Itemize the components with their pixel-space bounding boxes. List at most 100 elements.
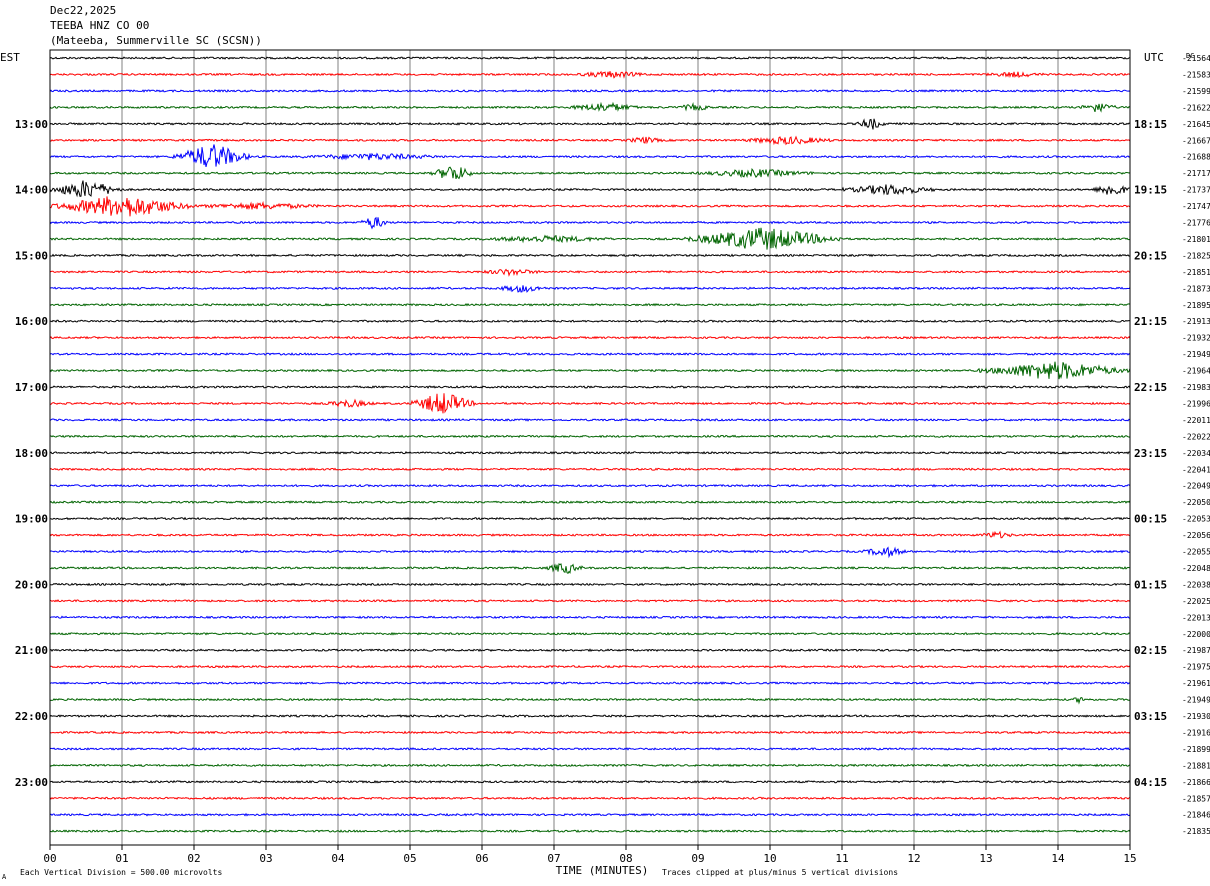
trace-line xyxy=(49,302,1131,307)
trace-line xyxy=(49,530,1131,539)
trace-line xyxy=(49,285,1131,293)
dc-offset-label: -21825 xyxy=(1182,251,1210,260)
dc-offset-label: -21881 xyxy=(1182,761,1210,770)
trace-line xyxy=(49,335,1131,340)
dc-offset-label: -21776 xyxy=(1182,219,1210,228)
x-tick-label: 13 xyxy=(979,852,992,865)
right-hour-label: 01:15 xyxy=(1134,578,1167,591)
trace-line xyxy=(49,796,1131,800)
left-hour-label: 22:00 xyxy=(15,710,48,723)
trace-line xyxy=(49,450,1131,455)
right-hour-label: 19:15 xyxy=(1134,184,1167,197)
left-axis-title: EST xyxy=(0,51,20,64)
trace-line xyxy=(49,319,1131,323)
trace-line xyxy=(49,664,1131,669)
dc-offset-label: -22013 xyxy=(1182,613,1210,622)
trace-line xyxy=(49,268,1131,277)
left-hour-label: 14:00 xyxy=(15,184,48,197)
left-hour-label: 20:00 xyxy=(15,578,48,591)
dc-offset-label: -22050 xyxy=(1182,498,1210,507)
x-tick-label: 02 xyxy=(187,852,200,865)
dc-offset-label: -22011 xyxy=(1182,416,1210,425)
right-hour-label: 00:15 xyxy=(1134,513,1167,526)
x-tick-label: 05 xyxy=(403,852,416,865)
right-hour-label: 04:15 xyxy=(1134,776,1167,789)
trace-line xyxy=(49,681,1131,686)
dc-offset-label: -22025 xyxy=(1182,597,1210,606)
dc-offset-label: -22022 xyxy=(1182,432,1210,441)
trace-line xyxy=(49,763,1131,768)
trace-line xyxy=(49,70,1131,79)
dc-offset-label: -21645 xyxy=(1182,120,1210,129)
trace-line xyxy=(49,812,1131,817)
x-tick-label: 10 xyxy=(763,852,776,865)
trace-line xyxy=(49,730,1131,735)
trace-line xyxy=(49,196,1131,217)
dc-offset-label: -21599 xyxy=(1182,87,1210,96)
dc-offset-label: -21987 xyxy=(1182,646,1210,655)
x-tick-label: 00 xyxy=(43,852,56,865)
dc-offset-label: -22041 xyxy=(1182,465,1210,474)
left-hour-label: 19:00 xyxy=(15,513,48,526)
left-hour-label: 21:00 xyxy=(15,644,48,657)
dc-offset-label: -21895 xyxy=(1182,301,1210,310)
trace-line xyxy=(49,352,1131,356)
dc-offset-label: -21688 xyxy=(1182,153,1210,162)
dc-offset-label: -21975 xyxy=(1182,663,1210,672)
trace-line xyxy=(50,253,1131,258)
trace-line xyxy=(49,385,1131,389)
trace-line xyxy=(49,418,1131,422)
trace-line xyxy=(49,135,1131,146)
left-hour-label: 15:00 xyxy=(15,249,48,262)
header-location: (Mateeba, Summerville SC (SCSN)) xyxy=(50,34,262,47)
x-tick-label: 04 xyxy=(331,852,345,865)
trace-line xyxy=(49,648,1131,653)
trace-line xyxy=(50,516,1131,521)
x-tick-label: 15 xyxy=(1123,852,1136,865)
grid-lines xyxy=(49,50,1131,850)
dc-offset-label: -21846 xyxy=(1182,811,1210,820)
trace-line xyxy=(49,714,1131,718)
dc-title: DC xyxy=(1186,52,1194,60)
trace-line xyxy=(49,563,1131,574)
trace-line xyxy=(49,467,1131,472)
trace-line xyxy=(49,118,1131,130)
trace-line xyxy=(49,582,1131,587)
dc-offset-label: -22056 xyxy=(1182,531,1210,540)
trace-line xyxy=(49,56,1131,60)
dc-offset-label: -22049 xyxy=(1182,482,1210,491)
trace-line xyxy=(49,500,1131,504)
x-tick-label: 14 xyxy=(1051,852,1065,865)
trace-line xyxy=(49,393,1131,414)
dc-offset-label: -21899 xyxy=(1182,745,1210,754)
trace-line xyxy=(49,227,1131,250)
left-hour-label: 16:00 xyxy=(15,315,48,328)
right-hour-label: 22:15 xyxy=(1134,381,1167,394)
header-date: Dec22,2025 xyxy=(50,4,117,17)
dc-offset-label: -22048 xyxy=(1182,564,1210,573)
plot-frame xyxy=(49,49,1131,846)
clip-note: Traces clipped at plus/minus 5 vertical … xyxy=(662,868,898,877)
trace-line xyxy=(49,546,1130,559)
trace-line xyxy=(49,166,1131,180)
trace-line xyxy=(49,434,1131,439)
right-hour-label: 18:15 xyxy=(1134,118,1167,131)
dc-offset-label: -21835 xyxy=(1182,827,1210,836)
left-hour-label: 23:00 xyxy=(15,776,48,789)
dc-offset-label: -21667 xyxy=(1182,136,1210,145)
dc-offset-label: -21964 xyxy=(1182,367,1210,376)
trace-line xyxy=(49,697,1131,705)
right-hour-label: 21:15 xyxy=(1134,315,1167,328)
x-axis-label: TIME (MINUTES) xyxy=(556,864,649,877)
dc-offset-label: -21866 xyxy=(1182,778,1210,787)
dc-offset-label: -21949 xyxy=(1182,696,1210,705)
right-axis-title: UTC xyxy=(1144,51,1164,64)
left-hour-label: 13:00 xyxy=(15,118,48,131)
trace-line xyxy=(49,144,1131,168)
dc-offset-label: -21851 xyxy=(1182,268,1210,277)
dc-offset-label: -21996 xyxy=(1182,399,1210,408)
header-station: TEEBA HNZ CO 00 xyxy=(50,19,150,32)
right-hour-label: 02:15 xyxy=(1134,644,1167,657)
x-tick-label: 12 xyxy=(907,852,920,865)
dc-offset-label: -21801 xyxy=(1182,235,1210,244)
